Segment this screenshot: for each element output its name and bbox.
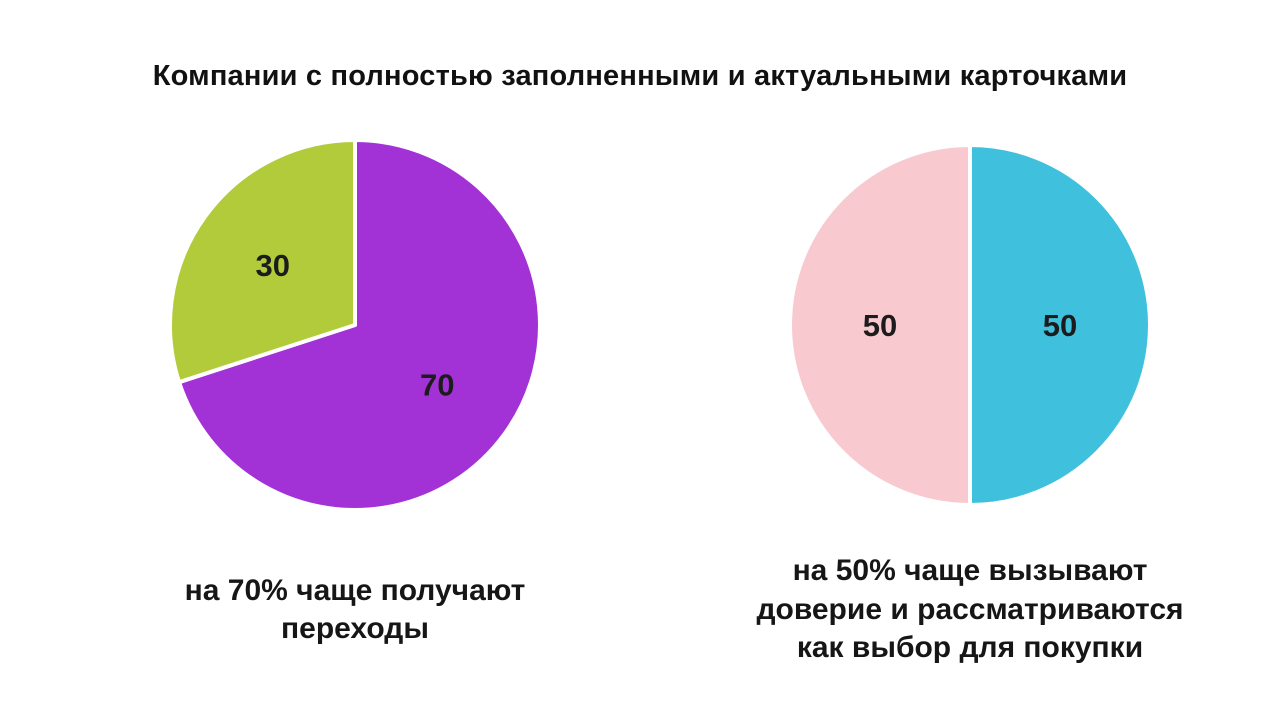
- pie-chart-trust: 50 50: [788, 143, 1152, 507]
- charts-row: 70 30 на 70% чаще получают переходы 50 50 …: [0, 115, 1280, 675]
- caption-line: переходы: [281, 612, 429, 645]
- pie-value-label: 30: [255, 248, 289, 283]
- pie-value-label: 50: [863, 308, 897, 343]
- caption-line: на 70% чаще получают: [184, 573, 526, 607]
- caption-line: доверие и рассматриваются: [756, 592, 1184, 626]
- pie-figure-trust: 50 50 на 50% чаще вызывают доверие и расс…: [755, 115, 1185, 675]
- pie-slice: [177, 138, 542, 512]
- chart-title: Компании с полностью заполненными и акту…: [152, 60, 1128, 92]
- pie-figure-traffic: 70 30 на 70% чаще получают переходы: [140, 115, 570, 675]
- pie-chart-traffic: 70 30: [168, 138, 542, 512]
- caption-line: на 50% чаще вызывают: [792, 554, 1148, 588]
- caption-trust: на 50% чаще вызывают доверие и рассматри…: [756, 545, 1183, 675]
- pie-slice: [968, 143, 1152, 507]
- pie-value-label: 50: [1043, 308, 1077, 343]
- pie-slice: [788, 143, 972, 507]
- pie-value-label: 70: [420, 368, 454, 403]
- pie-slice: [168, 138, 357, 385]
- caption-traffic: на 70% чаще получают переходы: [185, 545, 526, 675]
- caption-line: как выбор для покупки: [796, 631, 1144, 665]
- infographic-slide: Компании с полностью заполненными и акту…: [0, 60, 1280, 720]
